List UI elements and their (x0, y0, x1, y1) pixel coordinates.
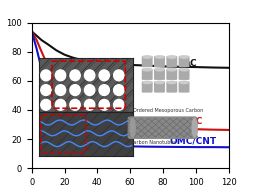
Circle shape (70, 99, 80, 110)
Bar (39, 58, 133, 112)
FancyBboxPatch shape (179, 69, 189, 79)
Circle shape (55, 70, 66, 81)
Ellipse shape (180, 69, 188, 71)
FancyBboxPatch shape (155, 69, 164, 79)
Circle shape (85, 70, 95, 81)
Circle shape (55, 99, 66, 110)
Ellipse shape (168, 69, 176, 71)
Y-axis label: Conductivity (μS cm⁻¹): Conductivity (μS cm⁻¹) (0, 42, 1, 149)
FancyBboxPatch shape (142, 57, 152, 67)
Circle shape (99, 85, 109, 95)
Ellipse shape (180, 56, 188, 58)
FancyBboxPatch shape (179, 82, 189, 92)
Ellipse shape (168, 56, 176, 58)
Text: AC: AC (184, 59, 198, 68)
Ellipse shape (155, 69, 164, 71)
FancyBboxPatch shape (129, 117, 197, 138)
Circle shape (114, 85, 124, 95)
FancyBboxPatch shape (155, 57, 164, 67)
Circle shape (41, 85, 51, 95)
Ellipse shape (155, 56, 164, 58)
FancyBboxPatch shape (167, 69, 177, 79)
Circle shape (41, 99, 51, 110)
FancyBboxPatch shape (142, 82, 152, 92)
Text: Carbon Nanotubes: Carbon Nanotubes (130, 140, 176, 145)
Ellipse shape (180, 81, 188, 84)
Ellipse shape (192, 118, 197, 137)
Circle shape (85, 85, 95, 95)
Text: OMC: OMC (179, 117, 203, 126)
Circle shape (55, 85, 66, 95)
Ellipse shape (143, 69, 151, 71)
FancyBboxPatch shape (155, 82, 164, 92)
Circle shape (70, 70, 80, 81)
Circle shape (114, 70, 124, 81)
Ellipse shape (155, 81, 164, 84)
FancyBboxPatch shape (179, 57, 189, 67)
Ellipse shape (130, 118, 135, 137)
Circle shape (85, 99, 95, 110)
Text: OMC/CNT: OMC/CNT (170, 136, 217, 145)
FancyBboxPatch shape (142, 69, 152, 79)
FancyBboxPatch shape (167, 82, 177, 92)
Ellipse shape (168, 81, 176, 84)
Text: Ordered Mesoporous Carbon: Ordered Mesoporous Carbon (133, 108, 203, 113)
Circle shape (99, 99, 109, 110)
Ellipse shape (143, 56, 151, 58)
Circle shape (70, 85, 80, 95)
Circle shape (41, 70, 51, 81)
Ellipse shape (143, 81, 151, 84)
Circle shape (99, 70, 109, 81)
Circle shape (114, 99, 124, 110)
FancyBboxPatch shape (167, 57, 177, 67)
